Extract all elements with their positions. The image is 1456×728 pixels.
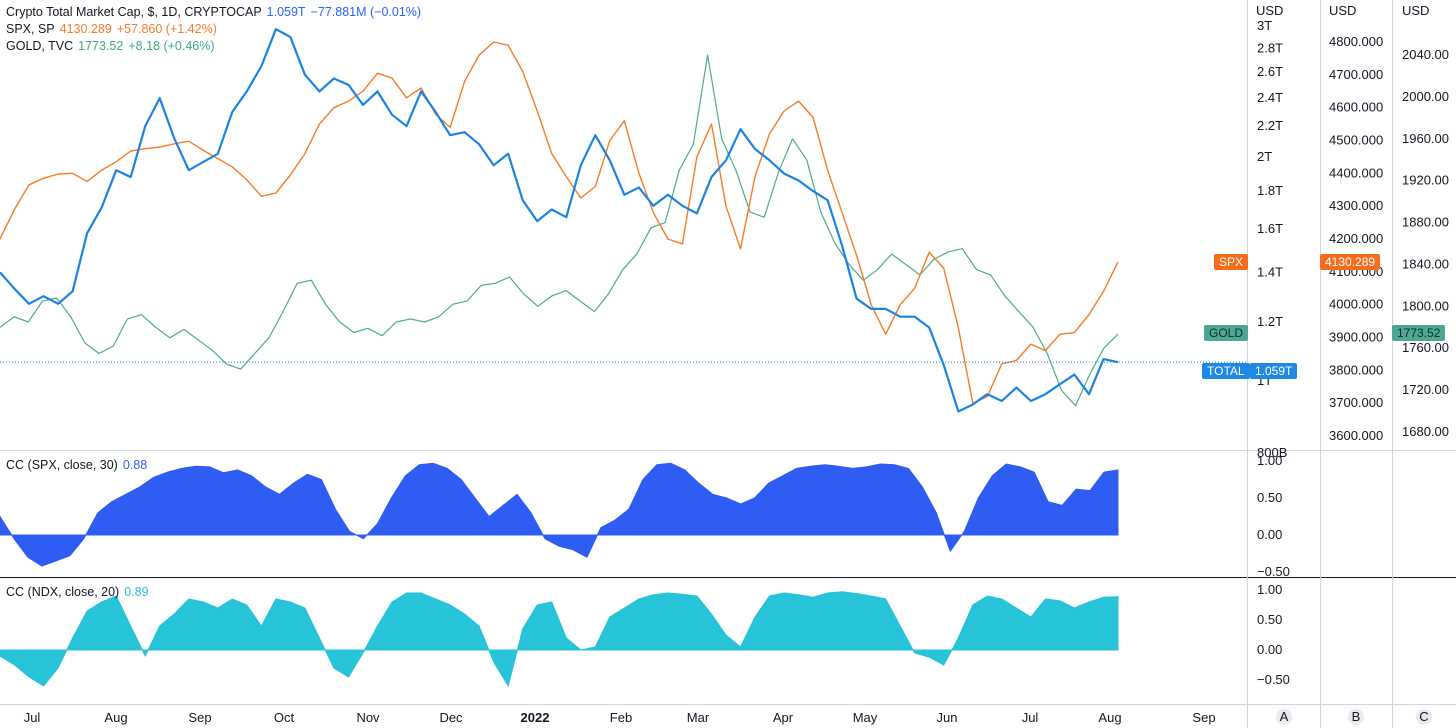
gold-axis-tick: 1960.00 <box>1402 131 1449 146</box>
axis-header-0: USD <box>1256 3 1283 18</box>
legend-spx-name: SPX, SP <box>6 22 55 36</box>
total-series-line <box>0 28 1119 413</box>
cc-ndx-axis-tick: 0.50 <box>1257 612 1282 627</box>
gold-tag-left: GOLD <box>1204 325 1249 341</box>
total-axis-tick: 2.2T <box>1257 118 1283 133</box>
legend-spx[interactable]: SPX, SP 4130.289 +57.860 (+1.42%) <box>6 21 426 38</box>
x-axis-label: Dec <box>439 710 463 725</box>
gold-axis-tick: 1760.00 <box>1402 340 1449 355</box>
cc-spx-axis-tick: 0.00 <box>1257 527 1282 542</box>
spx-axis-tick: 4600.000 <box>1329 100 1383 115</box>
gold-axis-tick: 1800.00 <box>1402 298 1449 313</box>
gold-axis-tick: 1680.00 <box>1402 424 1449 439</box>
total-axis-tick: 2.6T <box>1257 64 1283 79</box>
x-axis-label: Aug <box>1098 710 1121 725</box>
legend-gold-name: GOLD, TVC <box>6 39 74 53</box>
scale-id-badge-0 <box>1276 709 1292 725</box>
cc-ndx-pane[interactable] <box>0 591 1119 688</box>
cc-ndx-title[interactable]: CC (NDX, close, 20) 0.89 <box>6 585 154 599</box>
x-axis-label: Oct <box>274 710 295 725</box>
total-axis-tick: 1.8T <box>1257 183 1283 198</box>
scale-id-badge-2 <box>1416 709 1432 725</box>
total-axis-tick: 1.4T <box>1257 264 1283 279</box>
legend-spx-value: 4130.289 <box>59 22 112 36</box>
spx-axis-tick: 4200.000 <box>1329 231 1383 246</box>
cc-ndx-axis-tick: −0.50 <box>1257 672 1290 687</box>
x-axis-label: Sep <box>188 710 211 725</box>
spx-axis-tick: 4300.000 <box>1329 198 1383 213</box>
gold-axis-tick: 2000.00 <box>1402 89 1449 104</box>
spx-tag-left: SPX <box>1214 254 1249 270</box>
spx-axis-tick: 3700.000 <box>1329 395 1383 410</box>
total-axis-tick: 2T <box>1257 149 1272 164</box>
legend-gold-value: 1773.52 <box>78 39 124 53</box>
spx-axis-tick: 4700.000 <box>1329 67 1383 82</box>
spx-axis-tick: 4000.000 <box>1329 297 1383 312</box>
cc-spx-axis-tick: 0.50 <box>1257 490 1282 505</box>
cc-ndx-area <box>0 591 1119 688</box>
x-axis-label: Nov <box>356 710 380 725</box>
total-axis-tick: 2.4T <box>1257 90 1283 105</box>
total-price-tag: 1.059T <box>1250 363 1298 379</box>
x-axis-label: Jun <box>937 710 958 725</box>
x-axis-label: 2022 <box>521 710 550 725</box>
legend-total-change: −77.881M (−0.01%) <box>310 5 422 19</box>
gold-series-line <box>0 54 1119 407</box>
spx-axis-tick: 3800.000 <box>1329 362 1383 377</box>
cc-spx-area <box>0 462 1119 567</box>
gold-axis-tick: 1840.00 <box>1402 256 1449 271</box>
gold-axis-tick: 1720.00 <box>1402 382 1449 397</box>
cc-ndx-label: CC (NDX, close, 20) <box>6 585 120 599</box>
x-axis-label: Jul <box>24 710 41 725</box>
axis-header-2: USD <box>1402 3 1429 18</box>
total-tag-left: TOTAL <box>1202 363 1250 379</box>
gold-price-tag: 1773.52 <box>1392 325 1446 341</box>
cc-spx-pane[interactable] <box>0 462 1119 567</box>
gold-axis-tick: 1880.00 <box>1402 215 1449 230</box>
legend-total-value: 1.059T <box>266 5 306 19</box>
total-axis-tick: 800B <box>1257 445 1287 460</box>
x-axis-label: Feb <box>610 710 632 725</box>
legend-total[interactable]: Crypto Total Market Cap, $, 1D, CRYPTOCA… <box>6 4 426 21</box>
gold-axis-tick: 1920.00 <box>1402 173 1449 188</box>
main-price-pane[interactable] <box>0 28 1247 413</box>
cc-spx-axis-tick: −0.50 <box>1257 564 1290 579</box>
spx-axis-tick: 4500.000 <box>1329 133 1383 148</box>
scale-id-1: B <box>1352 709 1361 724</box>
total-axis-tick: 1.2T <box>1257 314 1283 329</box>
spx-price-tag: 4130.289 <box>1320 254 1381 270</box>
legend: Crypto Total Market Cap, $, 1D, CRYPTOCA… <box>6 4 426 55</box>
spx-series-line <box>0 41 1119 404</box>
legend-spx-change: +57.860 (+1.42%) <box>116 22 217 36</box>
spx-axis-tick: 3600.000 <box>1329 428 1383 443</box>
x-axis-label: May <box>853 710 878 725</box>
legend-gold-change: +8.18 (+0.46%) <box>128 39 215 53</box>
scale-id-badge-1 <box>1348 709 1364 725</box>
x-axis-label: Apr <box>773 710 794 725</box>
x-axis-label: Sep <box>1192 710 1215 725</box>
x-axis-label: Aug <box>104 710 127 725</box>
legend-total-name: Crypto Total Market Cap, $, 1D, CRYPTOCA… <box>6 5 262 19</box>
legend-gold[interactable]: GOLD, TVC 1773.52 +8.18 (+0.46%) <box>6 38 426 55</box>
scale-id-0: A <box>1280 709 1289 724</box>
cc-ndx-axis-tick: 0.00 <box>1257 642 1282 657</box>
cc-spx-label: CC (SPX, close, 30) <box>6 458 118 472</box>
axis-header-1: USD <box>1329 3 1356 18</box>
x-axis-label: Mar <box>687 710 710 725</box>
scale-id-2: C <box>1419 709 1428 724</box>
cc-spx-title[interactable]: CC (SPX, close, 30) 0.88 <box>6 458 152 472</box>
total-axis-tick: 1.6T <box>1257 221 1283 236</box>
spx-axis-tick: 4400.000 <box>1329 165 1383 180</box>
total-axis-tick: 2.8T <box>1257 40 1283 55</box>
cc-spx-axis-tick: 1.00 <box>1257 453 1282 468</box>
x-axis-label: Jul <box>1022 710 1039 725</box>
cc-ndx-value: 0.89 <box>124 585 149 599</box>
cc-spx-value: 0.88 <box>122 458 148 472</box>
gold-axis-tick: 2040.00 <box>1402 47 1449 62</box>
total-axis-tick: 3T <box>1257 18 1272 33</box>
cc-ndx-axis-tick: 1.00 <box>1257 582 1282 597</box>
spx-axis-tick: 4800.000 <box>1329 34 1383 49</box>
spx-axis-tick: 3900.000 <box>1329 330 1383 345</box>
